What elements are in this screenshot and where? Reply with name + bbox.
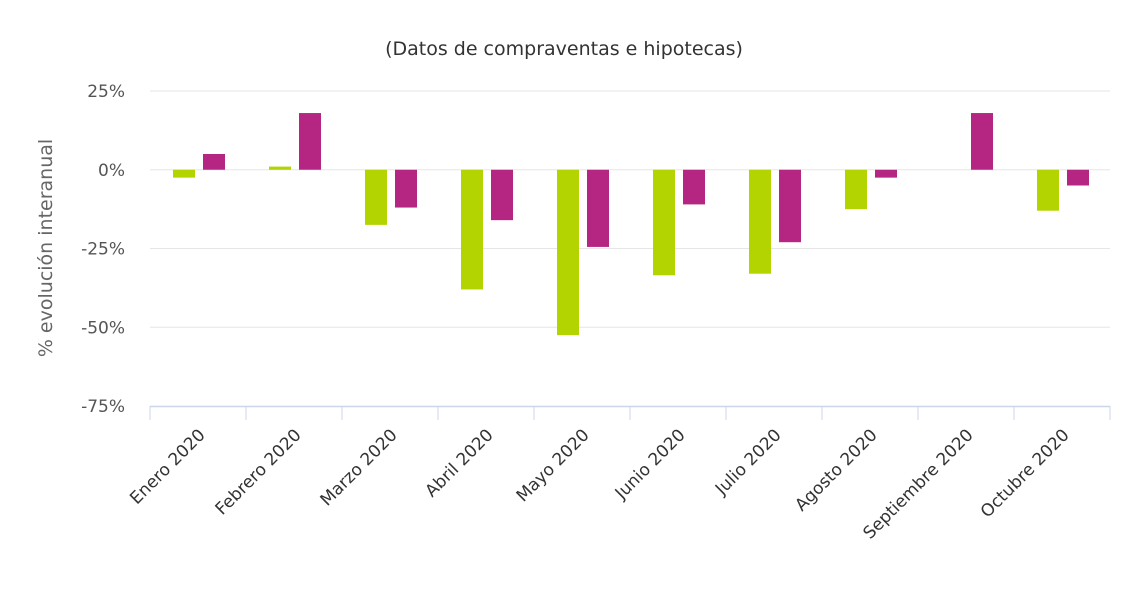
x-tick-label: Abril 2020 (421, 425, 497, 501)
bar (587, 169, 609, 247)
y-tick-label: -25% (81, 240, 125, 260)
bar (779, 169, 801, 243)
x-tick-label: Julio 2020 (711, 425, 785, 499)
x-tick-label: Agosto 2020 (791, 425, 881, 515)
bar (653, 169, 675, 276)
y-tick-label: -50% (81, 318, 125, 338)
bar (683, 169, 705, 205)
chart-title: vivienda (500, 0, 627, 6)
bar (1067, 169, 1089, 186)
bar (749, 169, 771, 274)
bar (299, 113, 321, 170)
bar (557, 169, 579, 336)
bar (875, 169, 897, 178)
y-tick-label: -75% (81, 397, 125, 417)
bar (269, 166, 291, 170)
y-axis-label: % evolución interanual (35, 139, 57, 357)
y-tick-label: 0% (98, 161, 125, 181)
x-tick-label: Mayo 2020 (513, 425, 594, 506)
bar (845, 169, 867, 210)
x-tick-label: Octubre 2020 (977, 425, 1074, 522)
bar (365, 169, 387, 225)
y-tick-label: 25% (87, 82, 125, 102)
bar (1037, 169, 1059, 211)
bar (491, 169, 513, 221)
bar (203, 154, 225, 170)
chart-subtitle: (Datos de compraventas e hipotecas) (385, 38, 743, 60)
x-tick-label: Junio 2020 (611, 425, 690, 504)
bar (461, 169, 483, 290)
x-tick-label: Enero 2020 (126, 425, 209, 508)
bar (395, 169, 417, 208)
bar (971, 113, 993, 170)
x-tick-label: Febrero 2020 (212, 425, 306, 519)
x-tick-label: Marzo 2020 (317, 425, 402, 510)
bar (173, 169, 195, 178)
